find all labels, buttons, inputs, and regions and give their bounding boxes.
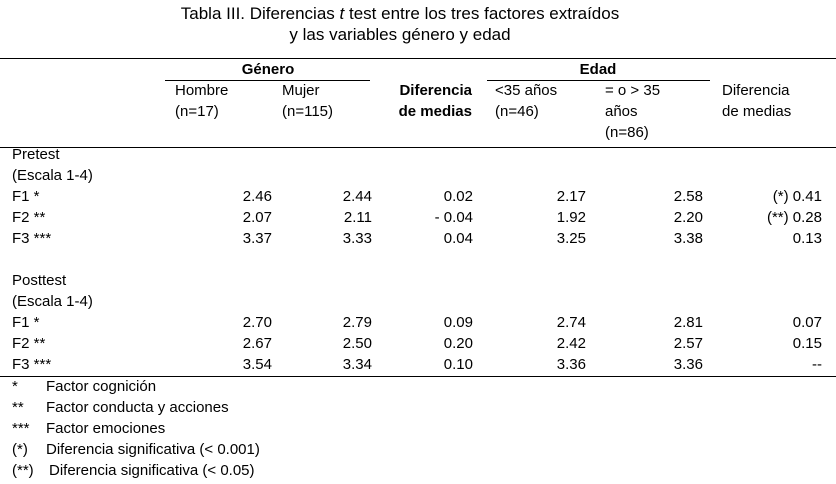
column-header: <35 años bbox=[495, 82, 558, 99]
cell: 2.46 bbox=[242, 188, 272, 205]
bottom-rule bbox=[0, 376, 836, 377]
cell: 2.57 bbox=[673, 335, 703, 352]
column-header: Diferencia bbox=[722, 82, 790, 99]
footnote-text: Diferencia significativa (< 0.05) bbox=[49, 462, 255, 479]
row-label: F3 *** bbox=[12, 356, 52, 373]
column-header: (n=86) bbox=[605, 124, 649, 141]
row-label: F2 ** bbox=[12, 335, 46, 352]
cell: 2.58 bbox=[673, 188, 703, 205]
cell: 3.25 bbox=[556, 230, 586, 247]
cell: 0.04 bbox=[443, 230, 473, 247]
cell: 3.38 bbox=[673, 230, 703, 247]
footnote-marker: (*) bbox=[12, 441, 28, 458]
title-italic: t bbox=[339, 4, 345, 23]
footnote-marker: (**) bbox=[12, 462, 34, 479]
cell: 1.92 bbox=[556, 209, 586, 226]
column-header: (n=17) bbox=[175, 103, 219, 120]
footnote-text: Factor emociones bbox=[46, 420, 166, 437]
column-header: de medias bbox=[398, 103, 472, 120]
column-header: Hombre bbox=[175, 82, 229, 99]
title: Tabla III. Diferencias t test entre los … bbox=[0, 3, 800, 45]
cell: 3.37 bbox=[242, 230, 272, 247]
column-header: Mujer bbox=[282, 82, 320, 99]
footnote-marker: *** bbox=[12, 420, 30, 437]
column-header: (n=115) bbox=[282, 103, 334, 120]
top-rule bbox=[0, 58, 836, 59]
footnote-text: Diferencia significativa (< 0.001) bbox=[46, 441, 260, 458]
cell: 2.70 bbox=[242, 314, 272, 331]
cell: 2.42 bbox=[556, 335, 586, 352]
footnote-marker: * bbox=[12, 378, 18, 395]
cell: 0.09 bbox=[443, 314, 473, 331]
group-rule bbox=[487, 80, 710, 81]
column-header: Diferencia bbox=[399, 82, 472, 99]
cell: -- bbox=[812, 356, 822, 373]
cell: 0.02 bbox=[443, 188, 473, 205]
row-label: F1 * bbox=[12, 314, 40, 331]
cell: 2.50 bbox=[342, 335, 372, 352]
cell: 3.54 bbox=[242, 356, 272, 373]
cell: 3.36 bbox=[673, 356, 703, 373]
cell: 2.74 bbox=[556, 314, 586, 331]
section-label: (Escala 1-4) bbox=[12, 293, 93, 310]
subtitle: y las variables género y edad bbox=[289, 25, 511, 44]
cell: (**) 0.28 bbox=[766, 209, 822, 226]
cell: 0.13 bbox=[792, 230, 822, 247]
row-label: F2 ** bbox=[12, 209, 46, 226]
cell: 0.10 bbox=[443, 356, 473, 373]
row-label: F3 *** bbox=[12, 230, 52, 247]
title-end: test entre los tres factores extraídos bbox=[348, 4, 620, 23]
cell: 3.36 bbox=[556, 356, 586, 373]
cell: 2.07 bbox=[242, 209, 272, 226]
cell: 0.20 bbox=[443, 335, 473, 352]
cell: 2.79 bbox=[342, 314, 372, 331]
header-rule bbox=[0, 147, 836, 148]
footnote-marker: ** bbox=[12, 399, 24, 416]
title-start: Tabla III. Diferencias bbox=[180, 4, 335, 23]
footnote-text: Factor cognición bbox=[46, 378, 157, 395]
cell: 2.11 bbox=[343, 209, 372, 226]
cell: 2.81 bbox=[673, 314, 703, 331]
section-label: Posttest bbox=[12, 272, 67, 289]
group-header: Edad bbox=[579, 61, 617, 78]
group-header: Género bbox=[241, 61, 295, 78]
column-header: (n=46) bbox=[495, 103, 539, 120]
cell: 2.20 bbox=[673, 209, 703, 226]
cell: 0.15 bbox=[792, 335, 822, 352]
column-header: años bbox=[605, 103, 638, 120]
cell: 0.07 bbox=[792, 314, 822, 331]
footnote-text: Factor conducta y acciones bbox=[46, 399, 229, 416]
column-header: = o > 35 bbox=[605, 82, 661, 99]
cell: (*) 0.41 bbox=[772, 188, 822, 205]
cell: 2.17 bbox=[556, 188, 586, 205]
group-rule bbox=[165, 80, 370, 81]
section-label: (Escala 1-4) bbox=[12, 167, 93, 184]
cell: 2.67 bbox=[242, 335, 272, 352]
row-label: F1 * bbox=[12, 188, 40, 205]
section-label: Pretest bbox=[12, 146, 60, 163]
cell: - 0.04 bbox=[434, 209, 473, 226]
column-header: de medias bbox=[722, 103, 792, 120]
cell: 3.34 bbox=[342, 356, 372, 373]
cell: 2.44 bbox=[342, 188, 372, 205]
cell: 3.33 bbox=[342, 230, 372, 247]
